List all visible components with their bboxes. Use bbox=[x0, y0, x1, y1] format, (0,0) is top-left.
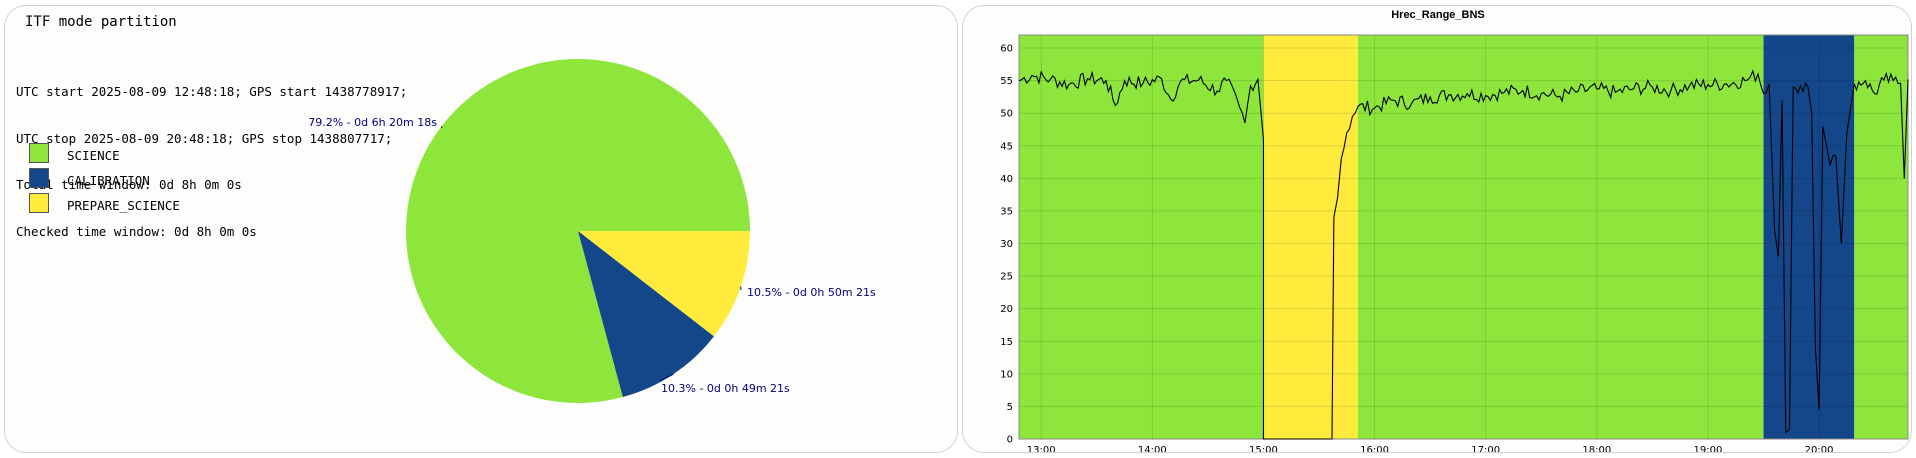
pie-label-science: 79.2% - 0d 6h 20m 18s bbox=[308, 116, 437, 129]
pie-leader-calibration bbox=[659, 373, 674, 382]
x-tick-label-1700: 17:00 bbox=[1471, 445, 1500, 453]
x-tick-label-1500: 15:00 bbox=[1249, 445, 1278, 453]
legend-label-prepare-science: PREPARE_SCIENCE bbox=[67, 198, 180, 213]
y-tick-label-5: 5 bbox=[1007, 402, 1013, 413]
y-tick-label-35: 35 bbox=[1000, 206, 1013, 217]
legend-swatch-prepare-science bbox=[29, 193, 49, 213]
info-line-checked-window: Checked time window: 0d 8h 0m 0s bbox=[16, 223, 257, 239]
y-tick-label-15: 15 bbox=[1000, 337, 1013, 348]
pie-slice-prepare-science bbox=[578, 231, 750, 337]
info-line-utc-start: UTC start 2025-08-09 12:48:18; GPS start… bbox=[16, 84, 408, 99]
pie-leader-science bbox=[440, 126, 443, 129]
x-tick-label-1600: 16:00 bbox=[1360, 445, 1389, 453]
x-tick-label-1800: 18:00 bbox=[1582, 445, 1611, 453]
time-window-info: UTC start 2025-08-09 12:48:18; GPS start… bbox=[16, 53, 407, 270]
pie-label-prepare-science: 10.5% - 0d 0h 50m 21s bbox=[747, 286, 876, 299]
y-tick-label-60: 60 bbox=[1000, 44, 1013, 55]
legend-label-calibration: CALIBRATION bbox=[67, 173, 150, 188]
y-tick-label-50: 50 bbox=[1000, 109, 1013, 120]
x-tick-label-1400: 14:00 bbox=[1138, 445, 1167, 453]
band-science-4 bbox=[1854, 35, 1908, 439]
y-tick-label-55: 55 bbox=[1000, 76, 1013, 87]
legend-swatch-science bbox=[29, 143, 49, 163]
x-tick-label-1900: 19:00 bbox=[1694, 445, 1723, 453]
plot-frame bbox=[1018, 34, 1909, 440]
y-tick-label-0: 0 bbox=[1007, 435, 1013, 446]
mode-partition-panel: ITF mode partition UTC start 2025-08-09 … bbox=[4, 5, 958, 453]
pie-slice-science bbox=[405, 59, 750, 404]
pie-chart: 79.2% - 0d 6h 20m 18s 10.5% - 0d 0h 50m 2… bbox=[308, 59, 876, 404]
line-chart-title: Hrec_Range_BNS bbox=[1391, 9, 1485, 21]
x-tick-label-2000: 20:00 bbox=[1805, 445, 1834, 453]
y-tick-label-40: 40 bbox=[1000, 174, 1013, 185]
info-line-total-window: Total time window: 0d 8h 0m 0s bbox=[16, 177, 242, 192]
info-line-utc-stop: UTC stop 2025-08-09 20:48:18; GPS stop 1… bbox=[16, 130, 393, 146]
y-tick-label-25: 25 bbox=[1000, 272, 1013, 283]
legend-swatch-calibration bbox=[29, 168, 49, 188]
y-tick-label-30: 30 bbox=[1000, 239, 1013, 250]
y-tick-label-20: 20 bbox=[1000, 304, 1013, 315]
line-chart: 0 5 10 15 20 25 30 35 40 45 50 55 60 13:00 14:00 15:00 1… bbox=[1000, 34, 1909, 453]
legend-label-science: SCIENCE bbox=[67, 148, 120, 163]
band-science-2 bbox=[1357, 35, 1764, 439]
pie-title: ITF mode partition bbox=[25, 14, 177, 30]
y-tick-label-45: 45 bbox=[1000, 141, 1013, 152]
x-tick-label-1300: 13:00 bbox=[1027, 445, 1056, 453]
series-line-hrec-range-bns bbox=[1018, 69, 1909, 440]
pie-label-calibration: 10.3% - 0d 0h 49m 21s bbox=[661, 382, 790, 395]
range-plot-panel: Hrec_Range_BNS 0 5 10 15 20 25 30 35 40 45 50 55 60 1… bbox=[962, 5, 1912, 453]
band-prepare-science-1 bbox=[1263, 35, 1358, 439]
pie-slice-calibration bbox=[578, 231, 714, 398]
band-science-0 bbox=[1019, 35, 1264, 439]
y-tick-label-10: 10 bbox=[1000, 369, 1013, 380]
